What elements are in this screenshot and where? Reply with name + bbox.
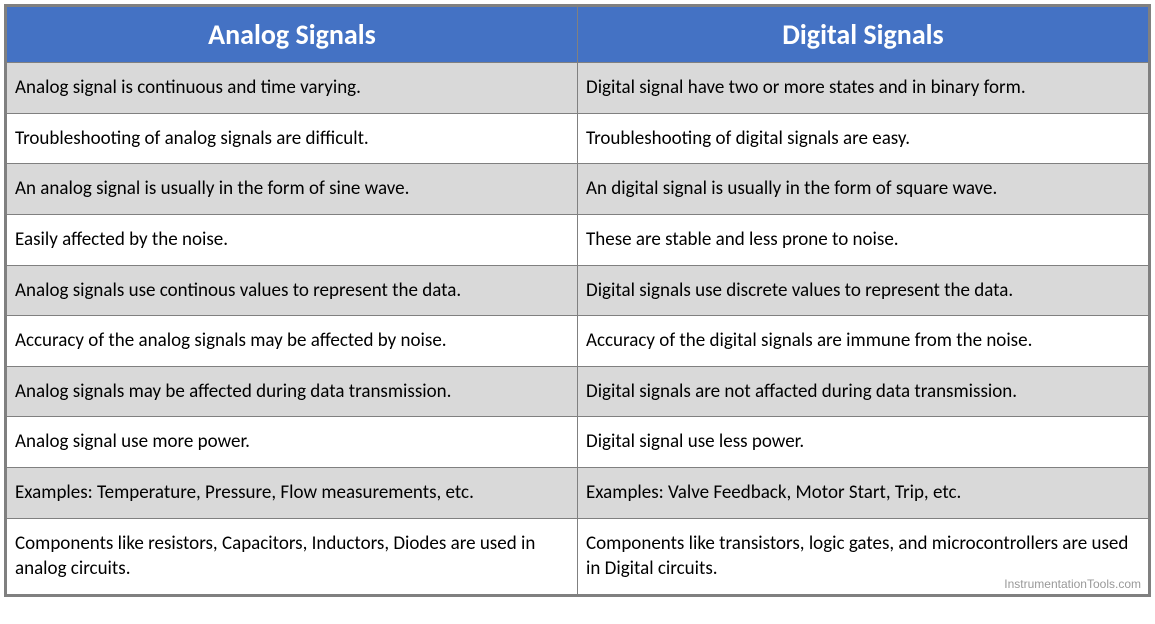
watermark-text: InstrumentationTools.com: [1004, 577, 1141, 591]
table-row: Examples: Temperature, Pressure, Flow me…: [7, 468, 1149, 519]
table-header-row: Analog Signals Digital Signals: [7, 7, 1149, 63]
cell-analog: Troubleshooting of analog signals are di…: [7, 113, 578, 164]
table-row: Analog signal use more power. Digital si…: [7, 417, 1149, 468]
cell-analog: Analog signals use continous values to r…: [7, 265, 578, 316]
comparison-table-wrap: Analog Signals Digital Signals Analog si…: [4, 4, 1151, 597]
cell-analog: An analog signal is usually in the form …: [7, 164, 578, 215]
cell-digital: Digital signal have two or more states a…: [578, 63, 1149, 114]
cell-analog: Components like resistors, Capacitors, I…: [7, 518, 578, 594]
table-row: Accuracy of the analog signals may be af…: [7, 316, 1149, 367]
cell-digital: Troubleshooting of digital signals are e…: [578, 113, 1149, 164]
cell-analog: Analog signals may be affected during da…: [7, 366, 578, 417]
cell-digital: Digital signal use less power.: [578, 417, 1149, 468]
cell-analog: Analog signal use more power.: [7, 417, 578, 468]
cell-analog: Analog signal is continuous and time var…: [7, 63, 578, 114]
cell-digital: Accuracy of the digital signals are immu…: [578, 316, 1149, 367]
cell-digital: Examples: Valve Feedback, Motor Start, T…: [578, 468, 1149, 519]
cell-digital: These are stable and less prone to noise…: [578, 214, 1149, 265]
table-row: Troubleshooting of analog signals are di…: [7, 113, 1149, 164]
cell-analog: Easily affected by the noise.: [7, 214, 578, 265]
table-container: Analog Signals Digital Signals Analog si…: [4, 4, 1151, 597]
table-row: Analog signals may be affected during da…: [7, 366, 1149, 417]
comparison-table: Analog Signals Digital Signals Analog si…: [6, 6, 1149, 595]
cell-analog: Examples: Temperature, Pressure, Flow me…: [7, 468, 578, 519]
table-row: Analog signals use continous values to r…: [7, 265, 1149, 316]
table-row: Easily affected by the noise. These are …: [7, 214, 1149, 265]
cell-digital: An digital signal is usually in the form…: [578, 164, 1149, 215]
column-header-digital: Digital Signals: [578, 7, 1149, 63]
column-header-analog: Analog Signals: [7, 7, 578, 63]
table-row: Components like resistors, Capacitors, I…: [7, 518, 1149, 594]
table-row: Analog signal is continuous and time var…: [7, 63, 1149, 114]
table-row: An analog signal is usually in the form …: [7, 164, 1149, 215]
cell-digital: Digital signals are not affacted during …: [578, 366, 1149, 417]
cell-digital: Digital signals use discrete values to r…: [578, 265, 1149, 316]
cell-analog: Accuracy of the analog signals may be af…: [7, 316, 578, 367]
